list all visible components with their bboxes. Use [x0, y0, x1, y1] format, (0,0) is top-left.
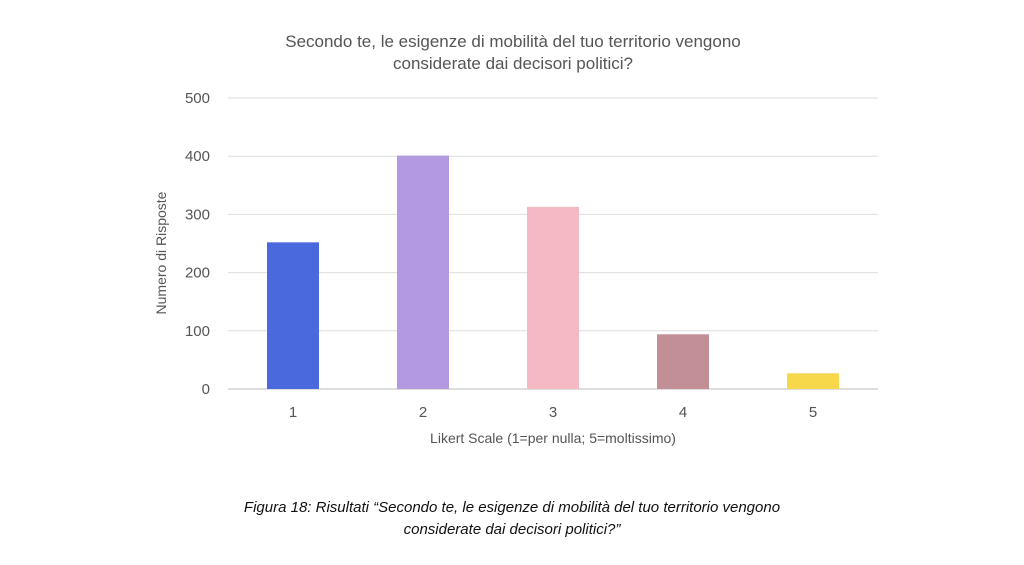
chart-container: Secondo te, le esigenze di mobilità del …: [153, 32, 878, 446]
bar-chart: Secondo te, le esigenze di mobilità del …: [153, 32, 878, 446]
y-tick-label: 300: [185, 206, 210, 223]
bar-2: [397, 155, 449, 389]
chart-title-line-2: considerate dai decisori politici?: [393, 54, 633, 73]
bar-3: [527, 206, 579, 389]
y-axis-ticks: 0 100 200 300 400 500: [185, 90, 210, 398]
y-tick-label: 400: [185, 148, 210, 165]
y-axis-title: Numero di Risposte: [153, 191, 169, 314]
figure-caption: Figura 18: Risultati “Secondo te, le esi…: [0, 497, 1024, 541]
x-tick-label: 4: [679, 404, 687, 421]
y-tick-label: 0: [202, 381, 210, 398]
x-tick-label: 5: [809, 404, 817, 421]
y-tick-label: 500: [185, 90, 210, 107]
bar-4: [657, 334, 709, 389]
y-tick-label: 200: [185, 265, 210, 282]
x-tick-label: 2: [419, 404, 427, 421]
bars: [267, 155, 839, 389]
x-tick-label: 3: [549, 404, 557, 421]
chart-title-line-1: Secondo te, le esigenze di mobilità del …: [285, 32, 741, 51]
x-axis-ticks: 1 2 3 4 5: [289, 404, 817, 421]
caption-line-1: Figura 18: Risultati “Secondo te, le esi…: [243, 499, 781, 516]
caption-line-2: considerate dai decisori politici?”: [403, 521, 621, 538]
bar-1: [267, 242, 319, 389]
bar-5: [787, 373, 839, 389]
x-axis-title: Likert Scale (1=per nulla; 5=moltissimo): [430, 430, 676, 446]
y-tick-label: 100: [185, 323, 210, 340]
x-tick-label: 1: [289, 404, 297, 421]
